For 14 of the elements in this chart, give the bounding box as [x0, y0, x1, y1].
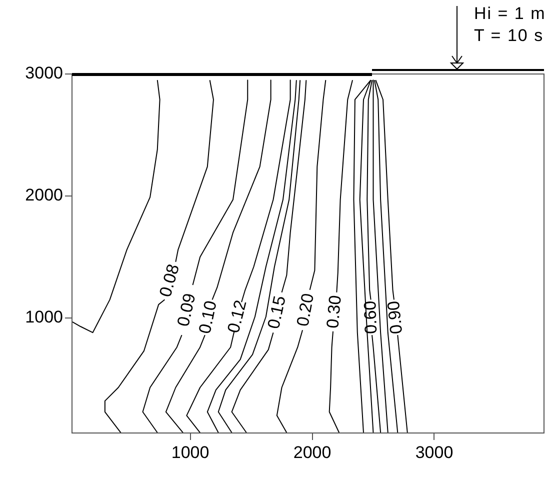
y-tick-label: 1000: [25, 308, 63, 327]
text: 0.30: [323, 294, 346, 330]
y-tick-label: 2000: [25, 186, 63, 205]
x-tick-label: 2000: [293, 442, 332, 462]
x-tick-label: 1000: [171, 442, 210, 462]
x-tick-label: 3000: [415, 442, 454, 462]
text: 0.60: [360, 300, 381, 334]
text: 0.12: [224, 298, 250, 335]
text: 0.20: [293, 292, 318, 328]
text: T = 10 s: [474, 26, 544, 46]
text: Hi = 1 m: [474, 4, 546, 24]
text: 0.15: [264, 294, 290, 330]
text: 0.90: [384, 300, 406, 335]
y-tick-label: 3000: [25, 64, 63, 83]
